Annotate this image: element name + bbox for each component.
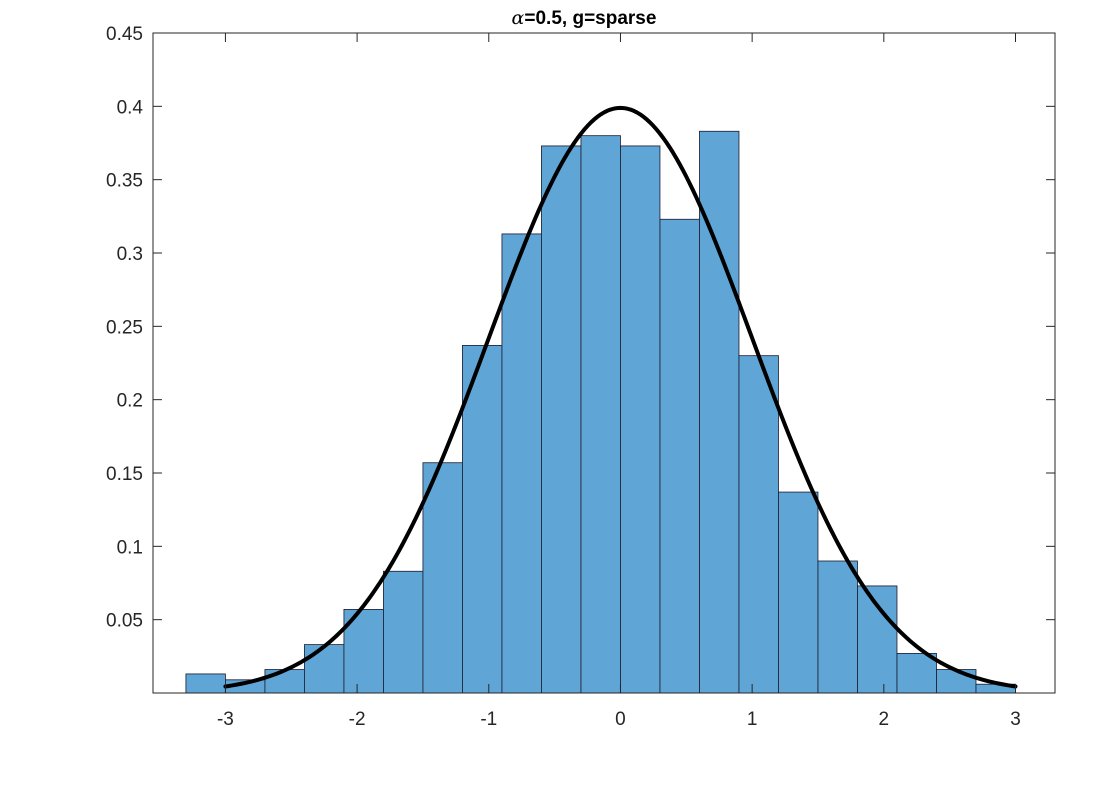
histogram-bar [185,673,226,694]
y-tick-label: 0.35 [106,171,143,192]
x-tick-label: 2 [879,709,890,730]
y-tick-label: 0.1 [117,537,143,558]
y-tick-label: 0.45 [106,24,143,45]
histogram-bar [896,653,937,694]
x-tick-label: 0 [615,709,626,730]
histogram-bar [501,233,542,694]
histogram-bar [383,570,424,694]
x-tick-label: -3 [217,709,234,730]
chart-title: α=0.5, g=sparse [512,7,657,29]
histogram-bar [620,145,661,694]
histogram-bar [541,145,582,694]
histogram-bar [422,462,463,694]
histogram-bar [817,560,858,694]
chart-title-symbol: α [512,7,525,29]
histogram-bars [185,130,1016,694]
y-tick-label: 0.4 [117,97,144,118]
histogram-bar [778,491,819,694]
histogram-bar [699,130,740,694]
x-tick-label: -1 [480,709,497,730]
axes-box [152,32,1056,694]
normal-pdf-curve [223,105,1018,689]
y-tick-label: 0.15 [106,464,143,485]
x-tick-label: -2 [349,709,366,730]
histogram-bar [659,218,700,694]
histogram-bar [936,669,977,694]
chart-title-text: =0.5, g=sparse [524,8,656,29]
y-tick-label: 0.05 [106,611,143,632]
y-tick-label: 0.3 [117,244,143,265]
y-axis-ticks: 0.05 0.1 0.15 0.2 0.25 0.3 0.35 0.4 0.45 [106,24,1055,632]
x-axis-ticks: -3 -2 -1 0 1 2 3 [217,33,1021,730]
histogram-bar [857,585,898,694]
y-tick-label: 0.2 [117,391,143,412]
y-tick-label: 0.25 [106,317,143,338]
histogram-bar [580,135,621,694]
histogram-bar [304,644,345,694]
x-tick-label: 1 [747,709,758,730]
x-tick-label: 3 [1010,709,1021,730]
histogram-bar [264,669,305,694]
histogram-bar [738,355,779,694]
